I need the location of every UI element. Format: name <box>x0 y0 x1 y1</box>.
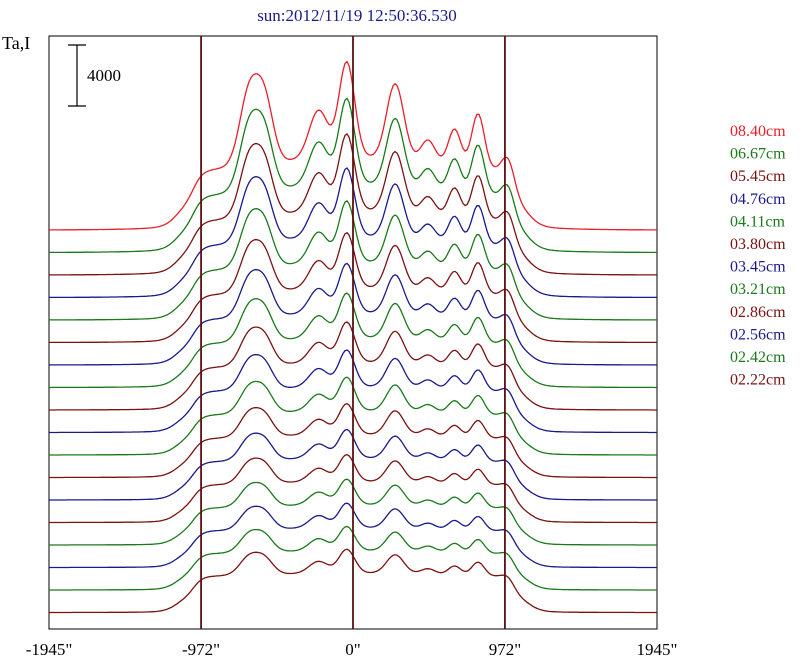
y-axis-label: Ta,I <box>2 33 30 53</box>
chart-title: sun:2012/11/19 12:50:36.530 <box>257 6 457 25</box>
legend-entry: 02.86cm <box>730 304 786 321</box>
legend-entry: 03.45cm <box>730 259 786 276</box>
legend: 08.40cm 06.67cm 05.45cm 04.76cm 04.11cm 03.80… <box>730 123 786 389</box>
legend-entry: 04.76cm <box>730 191 786 208</box>
x-tick-labels: -1945" -972" 0" 972" 1945" <box>26 640 678 659</box>
legend-entry: 04.11cm <box>730 213 786 230</box>
legend-entry: 06.67cm <box>730 146 786 163</box>
legend-entry: 02.22cm <box>730 372 786 389</box>
scale-bar-label: 4000 <box>87 66 121 85</box>
legend-entry: 05.45cm <box>730 168 786 185</box>
x-tick-label: 1945" <box>637 640 678 659</box>
x-tick-label: -1945" <box>26 640 73 659</box>
legend-entry: 03.21cm <box>730 281 786 298</box>
x-tick-label: -972" <box>182 640 220 659</box>
legend-entry: 08.40cm <box>730 123 786 140</box>
vertical-markers <box>200 36 506 629</box>
legend-entry: 03.80cm <box>730 236 786 253</box>
x-tick-label: 0" <box>345 640 360 659</box>
x-tick-label: 972" <box>489 640 521 659</box>
scale-bar: 4000 <box>68 44 121 107</box>
legend-entry: 02.56cm <box>730 326 786 343</box>
legend-entry: 02.42cm <box>730 349 786 366</box>
